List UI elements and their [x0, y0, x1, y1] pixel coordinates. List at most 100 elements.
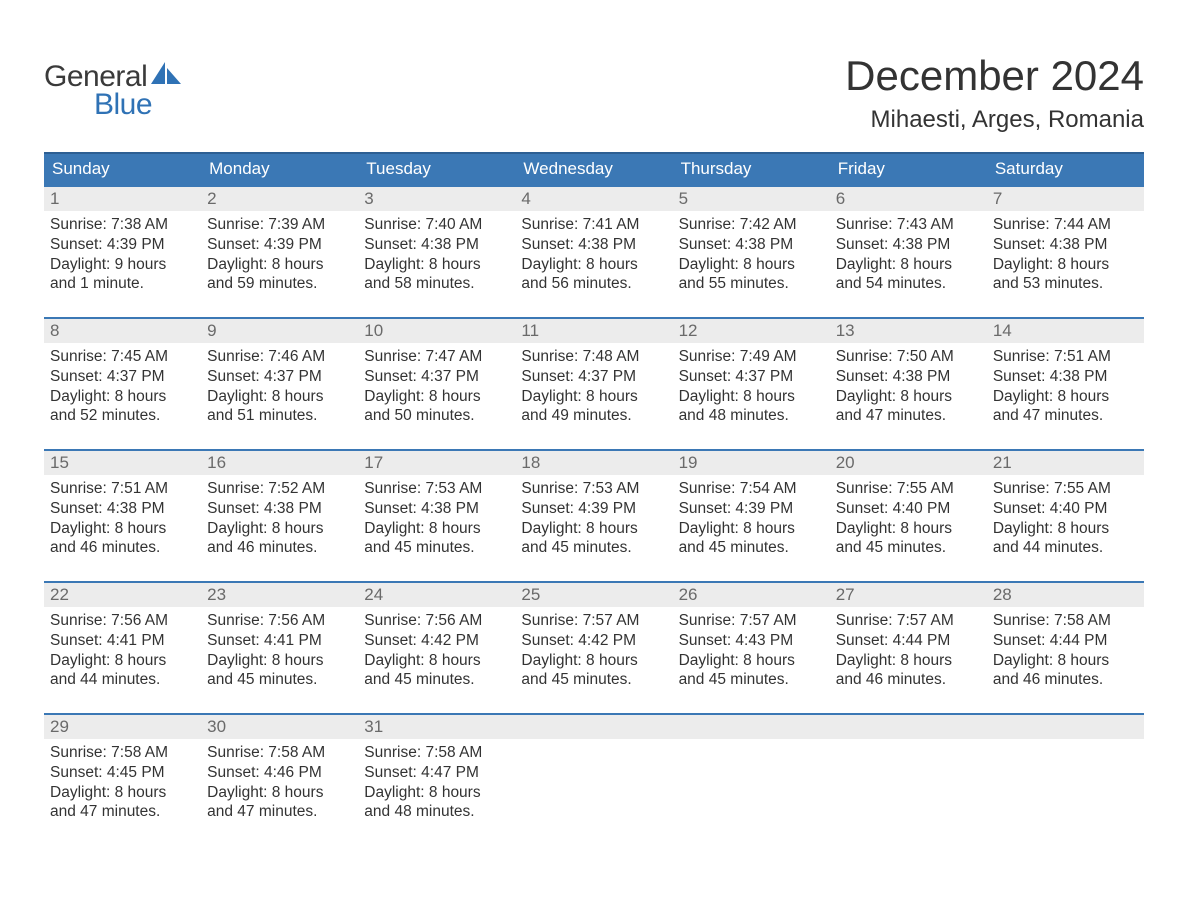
day-number-row: 23	[201, 583, 358, 607]
sunset-line: Sunset: 4:38 PM	[50, 499, 195, 519]
day-number-row: 16	[201, 451, 358, 475]
day-body: Sunrise: 7:52 AMSunset: 4:38 PMDaylight:…	[201, 475, 358, 564]
day-number: 31	[364, 717, 383, 736]
sunset-line: Sunset: 4:37 PM	[207, 367, 352, 387]
daylight-line-2: and 47 minutes.	[993, 406, 1138, 426]
sail-icon	[151, 62, 185, 91]
sunset-line: Sunset: 4:38 PM	[993, 367, 1138, 387]
calendar-day-cell: .	[515, 715, 672, 833]
daylight-line-2: and 45 minutes.	[364, 538, 509, 558]
daylight-line-2: and 45 minutes.	[679, 670, 824, 690]
day-body: Sunrise: 7:58 AMSunset: 4:44 PMDaylight:…	[987, 607, 1144, 696]
weekday-header: Thursday	[673, 154, 830, 185]
calendar-day-cell: 14Sunrise: 7:51 AMSunset: 4:38 PMDayligh…	[987, 319, 1144, 437]
day-number: 9	[207, 321, 216, 340]
daylight-line-2: and 52 minutes.	[50, 406, 195, 426]
day-number-row: .	[987, 715, 1144, 739]
daylight-line-1: Daylight: 8 hours	[364, 783, 509, 803]
sunrise-line: Sunrise: 7:57 AM	[521, 611, 666, 631]
weeks-container: 1Sunrise: 7:38 AMSunset: 4:39 PMDaylight…	[44, 185, 1144, 833]
calendar-day-cell: 8Sunrise: 7:45 AMSunset: 4:37 PMDaylight…	[44, 319, 201, 437]
sunrise-line: Sunrise: 7:46 AM	[207, 347, 352, 367]
daylight-line-2: and 45 minutes.	[521, 670, 666, 690]
day-number: 2	[207, 189, 216, 208]
day-number: 7	[993, 189, 1002, 208]
sunset-line: Sunset: 4:38 PM	[207, 499, 352, 519]
day-body: Sunrise: 7:49 AMSunset: 4:37 PMDaylight:…	[673, 343, 830, 432]
day-body: Sunrise: 7:44 AMSunset: 4:38 PMDaylight:…	[987, 211, 1144, 300]
day-body: Sunrise: 7:58 AMSunset: 4:47 PMDaylight:…	[358, 739, 515, 828]
day-number-row: 4	[515, 187, 672, 211]
daylight-line-2: and 48 minutes.	[679, 406, 824, 426]
day-body: Sunrise: 7:56 AMSunset: 4:41 PMDaylight:…	[44, 607, 201, 696]
sunrise-line: Sunrise: 7:47 AM	[364, 347, 509, 367]
day-body: Sunrise: 7:50 AMSunset: 4:38 PMDaylight:…	[830, 343, 987, 432]
sunset-line: Sunset: 4:39 PM	[679, 499, 824, 519]
daylight-line-1: Daylight: 8 hours	[679, 651, 824, 671]
day-number-row: 5	[673, 187, 830, 211]
day-number: 17	[364, 453, 383, 472]
day-body: Sunrise: 7:39 AMSunset: 4:39 PMDaylight:…	[201, 211, 358, 300]
calendar-day-cell: 6 Sunrise: 7:43 AMSunset: 4:38 PMDaylight…	[830, 187, 987, 305]
daylight-line-2: and 45 minutes.	[364, 670, 509, 690]
day-number-row: 8	[44, 319, 201, 343]
sunset-line: Sunset: 4:38 PM	[993, 235, 1138, 255]
daylight-line-2: and 54 minutes.	[836, 274, 981, 294]
sunset-line: Sunset: 4:38 PM	[679, 235, 824, 255]
calendar: Sunday Monday Tuesday Wednesday Thursday…	[44, 152, 1144, 833]
day-body: Sunrise: 7:51 AMSunset: 4:38 PMDaylight:…	[44, 475, 201, 564]
sunrise-line: Sunrise: 7:41 AM	[521, 215, 666, 235]
day-number: 4	[521, 189, 530, 208]
daylight-line-2: and 1 minute.	[50, 274, 195, 294]
day-body: Sunrise: 7:58 AMSunset: 4:46 PMDaylight:…	[201, 739, 358, 828]
location-subtitle: Mihaesti, Arges, Romania	[845, 106, 1144, 134]
day-number-row: 1	[44, 187, 201, 211]
sunrise-line: Sunrise: 7:55 AM	[993, 479, 1138, 499]
day-body: Sunrise: 7:47 AMSunset: 4:37 PMDaylight:…	[358, 343, 515, 432]
sunrise-line: Sunrise: 7:39 AM	[207, 215, 352, 235]
day-number: 6	[836, 189, 845, 208]
daylight-line-2: and 50 minutes.	[364, 406, 509, 426]
day-body: Sunrise: 7:42 AMSunset: 4:38 PMDaylight:…	[673, 211, 830, 300]
daylight-line-2: and 47 minutes.	[207, 802, 352, 822]
daylight-line-1: Daylight: 8 hours	[993, 387, 1138, 407]
calendar-day-cell: 3Sunrise: 7:40 AMSunset: 4:38 PMDaylight…	[358, 187, 515, 305]
calendar-day-cell: 28Sunrise: 7:58 AMSunset: 4:44 PMDayligh…	[987, 583, 1144, 701]
calendar-day-cell: 18Sunrise: 7:53 AMSunset: 4:39 PMDayligh…	[515, 451, 672, 569]
daylight-line-2: and 51 minutes.	[207, 406, 352, 426]
calendar-day-cell: 2 Sunrise: 7:39 AMSunset: 4:39 PMDaylight…	[201, 187, 358, 305]
logo: General Blue	[44, 30, 185, 122]
daylight-line-1: Daylight: 8 hours	[836, 651, 981, 671]
day-number-row: .	[515, 715, 672, 739]
day-body: Sunrise: 7:43 AMSunset: 4:38 PMDaylight:…	[830, 211, 987, 300]
daylight-line-2: and 45 minutes.	[679, 538, 824, 558]
sunrise-line: Sunrise: 7:53 AM	[521, 479, 666, 499]
sunset-line: Sunset: 4:39 PM	[521, 499, 666, 519]
day-body: Sunrise: 7:57 AMSunset: 4:42 PMDaylight:…	[515, 607, 672, 696]
calendar-day-cell: 21Sunrise: 7:55 AMSunset: 4:40 PMDayligh…	[987, 451, 1144, 569]
sunrise-line: Sunrise: 7:42 AM	[679, 215, 824, 235]
day-body: Sunrise: 7:48 AMSunset: 4:37 PMDaylight:…	[515, 343, 672, 432]
daylight-line-2: and 44 minutes.	[50, 670, 195, 690]
daylight-line-1: Daylight: 8 hours	[521, 519, 666, 539]
calendar-day-cell: 9Sunrise: 7:46 AMSunset: 4:37 PMDaylight…	[201, 319, 358, 437]
day-number-row: 28	[987, 583, 1144, 607]
calendar-day-cell: 13Sunrise: 7:50 AMSunset: 4:38 PMDayligh…	[830, 319, 987, 437]
daylight-line-1: Daylight: 8 hours	[679, 519, 824, 539]
sunrise-line: Sunrise: 7:48 AM	[521, 347, 666, 367]
daylight-line-2: and 47 minutes.	[836, 406, 981, 426]
daylight-line-2: and 47 minutes.	[50, 802, 195, 822]
daylight-line-2: and 53 minutes.	[993, 274, 1138, 294]
daylight-line-1: Daylight: 8 hours	[207, 783, 352, 803]
calendar-day-cell: 5Sunrise: 7:42 AMSunset: 4:38 PMDaylight…	[673, 187, 830, 305]
daylight-line-1: Daylight: 8 hours	[679, 387, 824, 407]
calendar-day-cell: .	[673, 715, 830, 833]
day-number-row: 31	[358, 715, 515, 739]
daylight-line-1: Daylight: 8 hours	[836, 255, 981, 275]
day-number-row: 30	[201, 715, 358, 739]
sunrise-line: Sunrise: 7:57 AM	[679, 611, 824, 631]
sunset-line: Sunset: 4:42 PM	[364, 631, 509, 651]
sunrise-line: Sunrise: 7:49 AM	[679, 347, 824, 367]
weekday-header: Monday	[201, 154, 358, 185]
page-header: General Blue December 2024 Mihaesti, Arg…	[44, 30, 1144, 134]
